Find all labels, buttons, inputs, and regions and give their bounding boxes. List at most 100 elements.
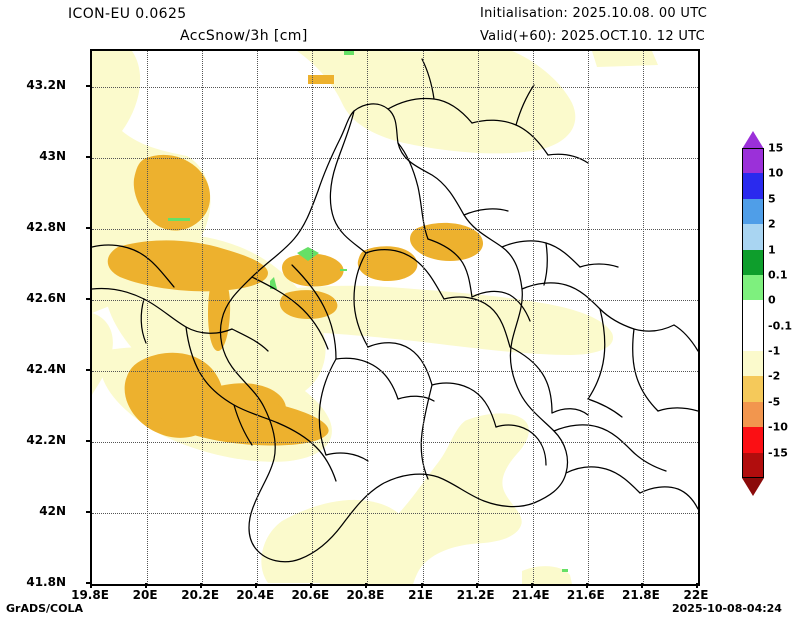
x-axis-tick: [200, 583, 203, 588]
map-plot-area[interactable]: [90, 49, 700, 586]
x-axis-tick-label: 21E: [408, 588, 433, 602]
grid-line-horizontal: [92, 299, 698, 301]
y-axis-tick: [86, 226, 91, 229]
y-axis-tick: [86, 155, 91, 158]
colorbar-band: [742, 274, 764, 301]
x-axis-tick-label: 21.2E: [456, 588, 495, 602]
y-axis-tick-label: 42.2N: [26, 432, 66, 447]
colorbar-tick-label: -15: [768, 446, 788, 460]
x-axis-tick-label: 20.2E: [181, 588, 220, 602]
grid-line-horizontal: [92, 86, 698, 88]
grid-line-vertical: [422, 51, 424, 584]
initialisation-label: Initialisation: 2025.10.08. 00 UTC: [480, 6, 708, 21]
grid-line-vertical: [367, 51, 369, 584]
colorbar-tick-label: 0: [768, 293, 776, 307]
colorbar-band: [742, 224, 764, 250]
x-axis-tick: [365, 583, 368, 588]
y-axis-tick-label: 43.2N: [26, 77, 66, 92]
colorbar-tick-label: 15: [768, 141, 784, 155]
colorbar-band: [742, 173, 764, 199]
y-axis-tick: [86, 368, 91, 371]
x-axis: 19.8E 20E 20.2E 20.4E 20.6E 20.8E 21E 21.2E 21.4…: [71, 583, 708, 608]
y-axis-tick: [86, 439, 91, 442]
y-axis-tick-label: 42.4N: [26, 361, 66, 376]
colorbar-tick-label: 5: [768, 192, 776, 206]
colorbar-band: [742, 351, 764, 377]
y-axis-tick-label: 42N: [39, 503, 66, 518]
y-axis-tick-label: 42.6N: [26, 290, 66, 305]
timestamp-label: 2025-10-08-04:24: [672, 602, 782, 615]
x-axis-tick-label: 19.8E: [71, 588, 109, 602]
x-axis-tick: [90, 583, 92, 588]
colorbar-band: [742, 401, 764, 428]
moderate-shading-group: [168, 51, 568, 572]
model-label: ICON-EU 0.0625: [68, 6, 187, 22]
colorbar-tick-label: -5: [768, 395, 781, 409]
colorbar-tick-label: 1: [768, 243, 776, 257]
grid-line-horizontal: [92, 228, 698, 230]
colorbar-band: [742, 300, 764, 326]
y-axis-tick-label: 42.8N: [26, 219, 66, 234]
y-axis: 43.2N 43N 42.8N 42.6N 42.4N 42.2N 42N 41.8N: [0, 49, 91, 589]
colorbar-under-arrow: [742, 478, 764, 496]
administrative-borders: [92, 58, 698, 563]
y-axis-tick: [86, 84, 91, 87]
grid-line-vertical: [642, 51, 644, 584]
colorbar-tick-label: 10: [768, 166, 784, 180]
grid-line-vertical: [257, 51, 259, 584]
x-axis-tick-label: 20.8E: [346, 588, 385, 602]
colorbar-tick-label: 2: [768, 217, 776, 231]
grid-line-vertical: [477, 51, 479, 584]
x-axis-tick-label: 21.4E: [511, 588, 550, 602]
x-axis-tick-label: 20.6E: [291, 588, 330, 602]
colorbar-tick-label: -0.1: [768, 319, 793, 333]
x-axis-tick: [310, 583, 313, 588]
x-axis-tick: [145, 583, 148, 588]
grid-line-vertical: [147, 51, 149, 584]
attribution-label: GrADS/COLA: [6, 602, 83, 615]
x-axis-tick: [640, 583, 643, 588]
colorbar-band: [742, 427, 764, 453]
colorbar-over-arrow: [742, 131, 764, 149]
colorbar-band: [742, 376, 764, 402]
x-axis-tick: [696, 583, 698, 588]
y-axis-tick: [86, 510, 91, 513]
colorbar-tick-label: 0.1: [768, 268, 788, 282]
x-axis-tick: [420, 583, 423, 588]
y-axis-tick-label: 41.8N: [26, 575, 66, 589]
x-axis-tick-label: 20.4E: [236, 588, 275, 602]
colorbar-band: [742, 249, 764, 275]
x-axis-tick-label: 21.8E: [622, 588, 660, 602]
x-axis-tick: [530, 583, 533, 588]
x-axis-tick-label: 21.6E: [566, 588, 605, 602]
x-axis-tick: [475, 583, 478, 588]
grid-line-horizontal: [92, 157, 698, 159]
colorbar-band: [742, 148, 764, 174]
grid-line-vertical: [312, 51, 314, 584]
colorbar-band: [742, 452, 764, 478]
valid-time-label: Valid(+60): 2025.OCT.10. 12 UTC: [480, 29, 706, 44]
grid-line-vertical: [587, 51, 589, 584]
y-axis-tick: [86, 297, 91, 300]
colorbar-tick-label: -2: [768, 369, 781, 383]
grid-line-vertical: [532, 51, 534, 584]
x-axis-tick: [255, 583, 258, 588]
variable-label: AccSnow/3h [cm]: [180, 28, 308, 44]
colorbar-tick-label: -1: [768, 344, 781, 358]
y-axis-tick: [86, 582, 91, 584]
y-axis-tick-label: 43N: [39, 148, 66, 163]
trace-shading-group: [92, 51, 658, 584]
x-axis-tick: [585, 583, 588, 588]
map-canvas: [92, 51, 698, 584]
colorbar-legend: 15 10 5 2 1 0.1 0 -0.1 -1 -2 -5 -10 -15: [742, 131, 792, 496]
colorbar-band: [742, 325, 764, 352]
grid-line-vertical: [202, 51, 204, 584]
x-axis-tick-label: 22E: [683, 588, 709, 602]
grid-line-horizontal: [92, 441, 698, 443]
grid-line-horizontal: [92, 512, 698, 514]
colorbar-tick-label: -10: [768, 420, 788, 434]
colorbar-band: [742, 198, 764, 225]
x-axis-tick-label: 20E: [132, 588, 158, 602]
precipitation-field: [92, 51, 698, 584]
grid-line-horizontal: [92, 370, 698, 372]
